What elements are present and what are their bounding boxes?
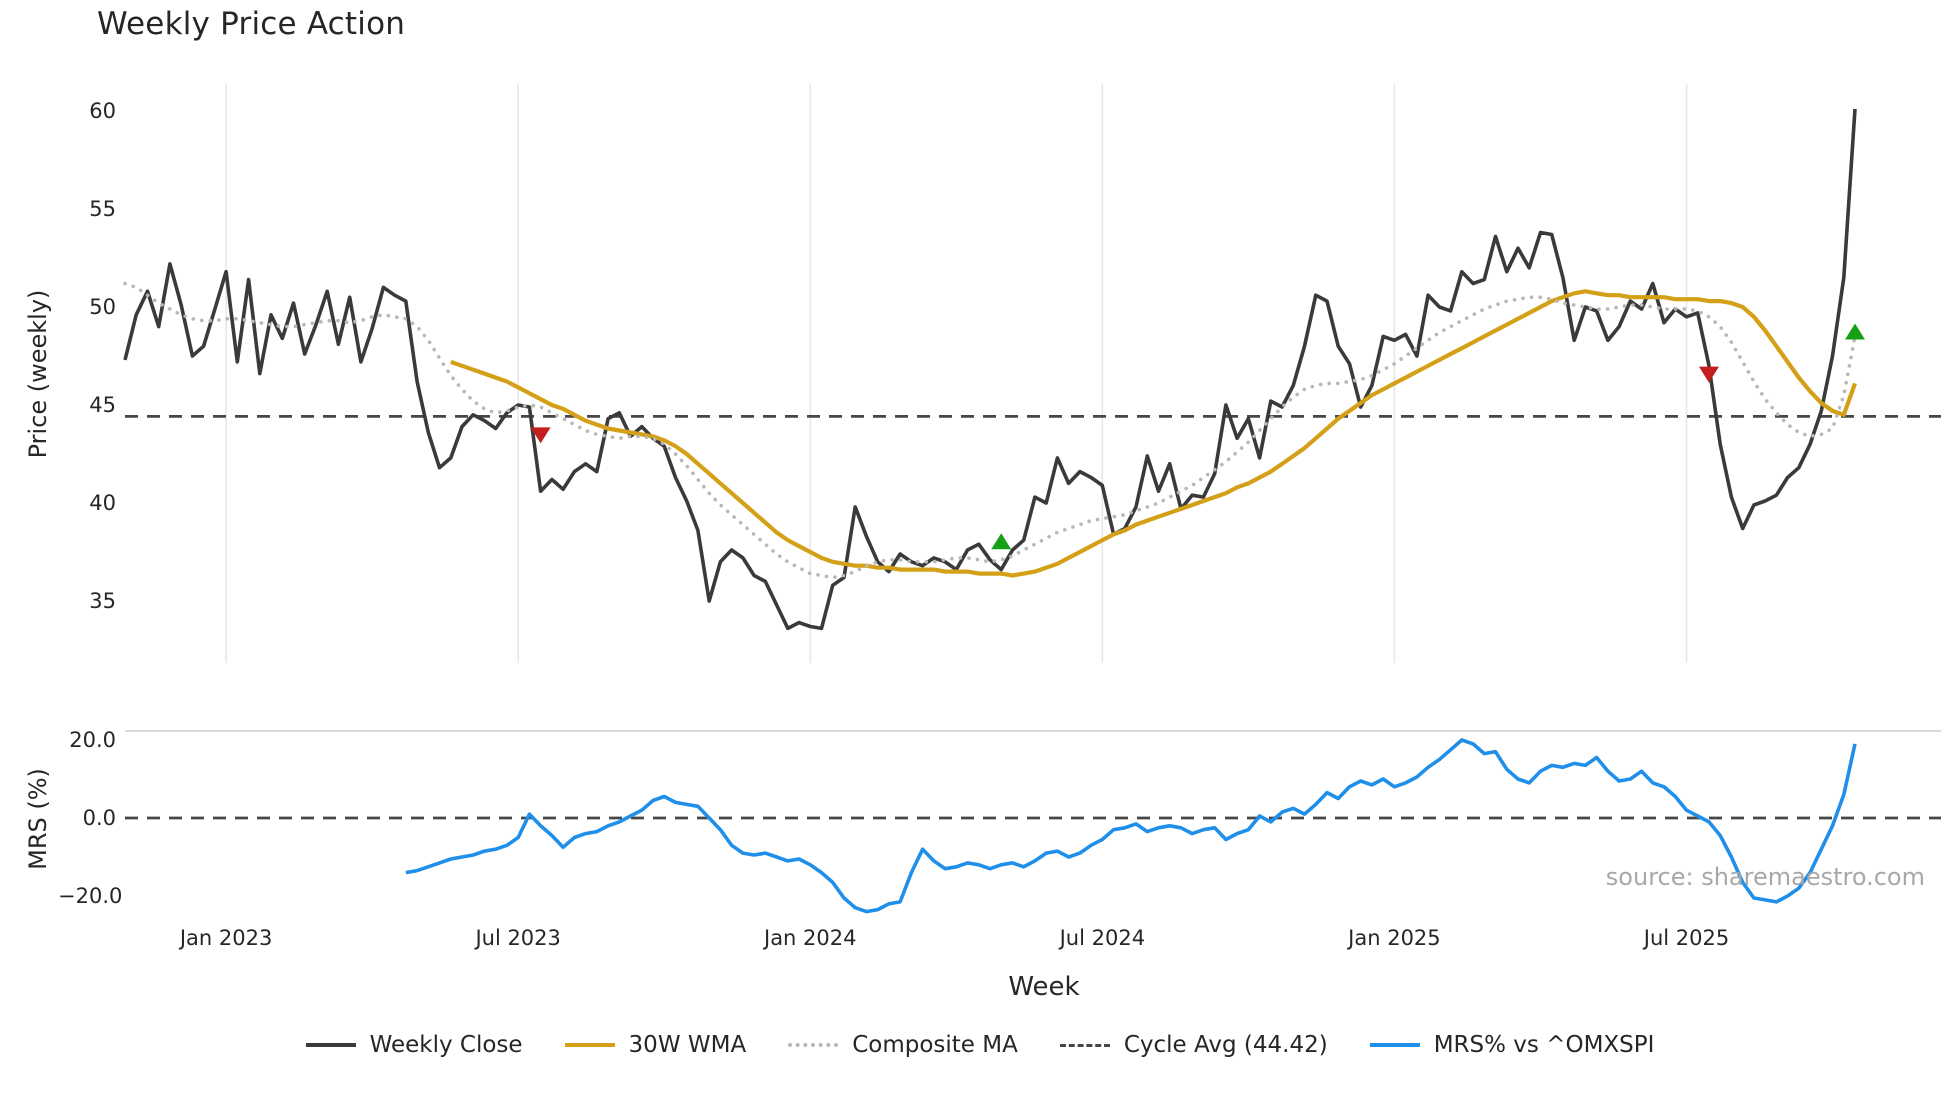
price-ytick-label: 60 [89, 99, 116, 123]
x-tick-label: Jul 2023 [475, 926, 561, 950]
sell-marker-icon [530, 427, 551, 444]
legend-item-30w-wma: 30W WMA [564, 1032, 747, 1058]
legend-line-sample [1369, 1043, 1420, 1047]
price-ytick-label: 50 [89, 295, 116, 319]
price-ytick-label: 35 [89, 589, 116, 613]
x-tick-label: Jul 2025 [1643, 926, 1730, 950]
price-ytick-label: 40 [89, 491, 116, 515]
x-tick-label: Jan 2024 [764, 926, 857, 950]
legend-item-mrs-vs-omxspi: MRS% vs ^OMXSPI [1369, 1032, 1655, 1058]
mrs-axis-label: MRS (%) [24, 768, 52, 870]
legend-item-cycle-avg-44-42-: Cycle Avg (44.42) [1059, 1032, 1328, 1058]
legend-line-sample [788, 1043, 839, 1047]
legend-label: Weekly Close [369, 1032, 523, 1058]
legend-item-composite-ma: Composite MA [788, 1032, 1018, 1058]
composite-ma-line [123, 281, 1857, 580]
legend-label: Cycle Avg (44.42) [1123, 1032, 1328, 1058]
mrs-vs-omxspi-line [405, 738, 1857, 914]
legend-line-sample [1059, 1043, 1110, 1047]
30w-wma-line [450, 289, 1857, 578]
legend-line-sample [564, 1043, 615, 1047]
x-tick-label: Jan 2023 [179, 926, 273, 950]
legend-label: MRS% vs ^OMXSPI [1433, 1032, 1655, 1058]
price-ytick-label: 45 [89, 393, 116, 417]
x-tick-label: Jan 2025 [1348, 926, 1441, 950]
chart-legend: Weekly Close 30W WMA Composite MA Cycle Avg… [0, 1032, 1960, 1058]
chart-title: Weekly Price Action [97, 6, 406, 42]
x-tick-label: Jul 2024 [1059, 926, 1146, 950]
weekly-close-line [123, 108, 1857, 631]
sell-marker-icon [1698, 366, 1719, 383]
buy-marker-icon [991, 533, 1012, 550]
x-axis-label: Week [1008, 972, 1080, 1002]
mrs-ytick-label: −20.0 [58, 884, 123, 908]
legend-item-weekly-close: Weekly Close [305, 1032, 523, 1058]
mrs-ytick-label: 20.0 [69, 728, 116, 752]
legend-label: 30W WMA [628, 1032, 747, 1058]
price-ytick-label: 55 [89, 197, 116, 221]
legend-label: Composite MA [852, 1032, 1018, 1058]
mrs-ytick-label: 0.0 [82, 806, 116, 830]
legend-line-sample [305, 1043, 356, 1047]
price-axis-label: Price (weekly) [24, 289, 52, 459]
source-watermark: source: sharemaestro.com [1605, 863, 1925, 891]
buy-marker-icon [1845, 323, 1865, 340]
